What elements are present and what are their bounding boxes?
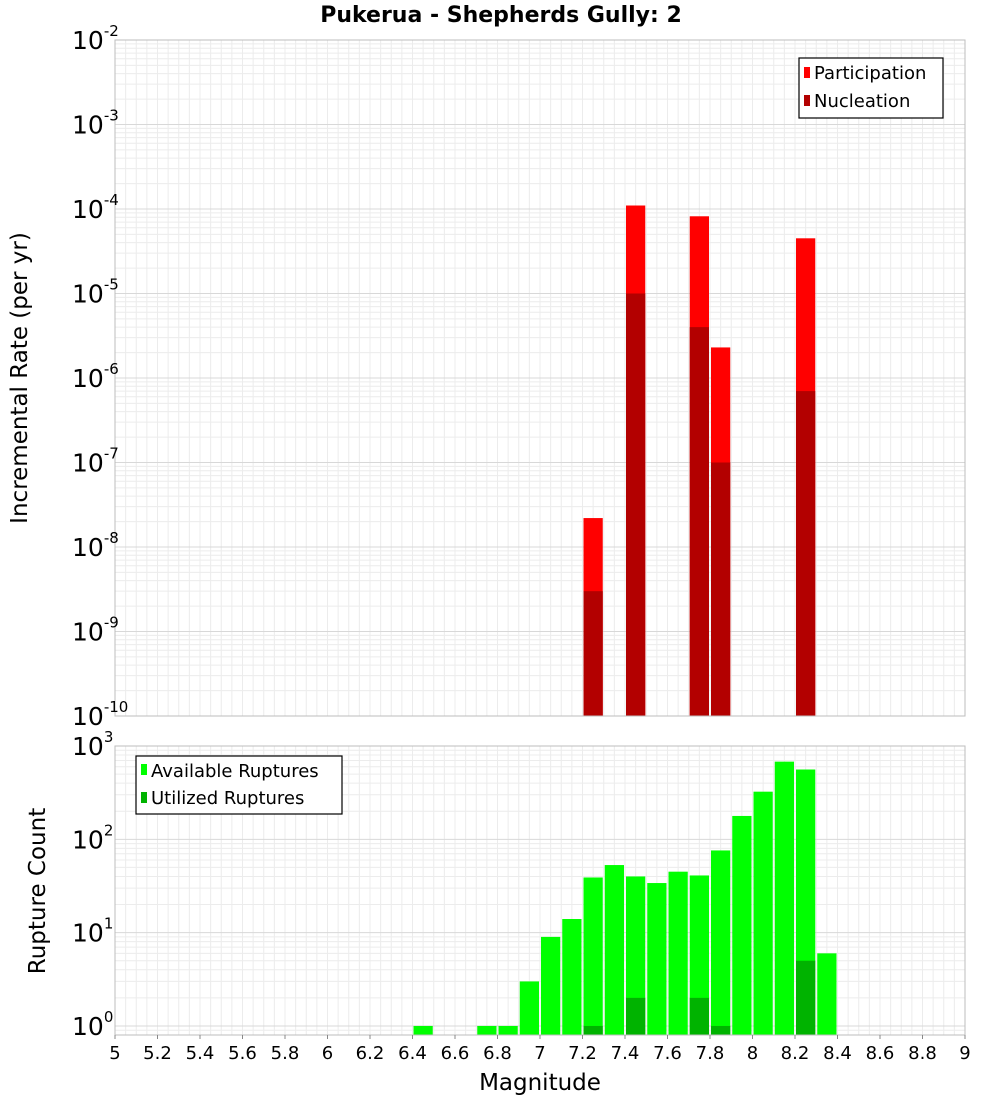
top-plot-border <box>114 39 966 717</box>
top-bar <box>689 327 709 716</box>
bottom-bar <box>519 981 539 1035</box>
x-tick-label: 7.2 <box>568 1043 597 1064</box>
x-axis-ticks: 5 5.2 5.4 5.6 5.8 6 6.2 6.4 6.6 6.8 7 7.2 7.4 7.6 7.8 8… <box>109 1035 971 1064</box>
x-tick-label: 6.4 <box>398 1043 427 1064</box>
x-tick-label: 5.2 <box>143 1043 172 1064</box>
bottom-y-tick-label: 101 <box>72 915 113 948</box>
bottom-bar <box>689 997 709 1035</box>
bottom-bar <box>711 1025 731 1035</box>
legend-bottom: Available Ruptures Utilized Ruptures <box>135 755 343 815</box>
bottom-bar <box>562 919 582 1035</box>
bottom-bar <box>583 1025 603 1035</box>
top-y-tick-label: 10-8 <box>72 529 119 562</box>
legend-top-box <box>798 57 944 119</box>
x-tick-label: 6 <box>322 1043 333 1064</box>
bottom-bar <box>626 997 646 1035</box>
top-y-tick-label: 10-2 <box>72 22 119 55</box>
bottom-bar <box>626 876 646 1035</box>
x-tick-label: 7.6 <box>653 1043 682 1064</box>
bottom-series-utilized-ruptures <box>583 960 816 1035</box>
bottom-bar <box>498 1025 518 1035</box>
top-y-tick-label: 10-4 <box>72 191 119 224</box>
bottom-bar <box>604 865 624 1035</box>
legend-participation-label: Participation <box>814 63 926 84</box>
x-tick-label: 6.8 <box>483 1043 512 1064</box>
x-tick-label: 5.6 <box>228 1043 257 1064</box>
x-tick-label: 5.4 <box>186 1043 215 1064</box>
bottom-bar <box>796 960 816 1035</box>
legend-utilized-label: Utilized Ruptures <box>151 788 304 809</box>
bottom-bar <box>711 850 731 1035</box>
x-tick-label: 6.6 <box>441 1043 470 1064</box>
x-tick-label: 8.4 <box>823 1043 852 1064</box>
x-tick-label: 5.8 <box>271 1043 300 1064</box>
top-y-tick-label: 10-5 <box>72 276 119 309</box>
chart-title: Pukerua - Shepherds Gully: 2 <box>320 3 682 28</box>
bottom-y-tick-label: 102 <box>72 821 113 854</box>
x-axis-label: Magnitude <box>479 1070 601 1096</box>
x-tick-label: 7 <box>534 1043 545 1064</box>
bottom-y-tick-label: 100 <box>72 1008 113 1041</box>
bottom-bar <box>689 875 709 1035</box>
x-tick-label: 8.2 <box>781 1043 810 1064</box>
x-tick-label: 8 <box>747 1043 758 1064</box>
bottom-bar <box>817 953 837 1035</box>
bottom-bar <box>647 883 667 1035</box>
legend-utilized-swatch <box>141 792 147 803</box>
top-bar <box>711 462 731 716</box>
top-series-nucleation <box>583 293 816 716</box>
top-bar <box>796 391 816 716</box>
top-y-tick-label: 10-9 <box>72 614 119 647</box>
legend-participation-swatch <box>804 67 810 78</box>
legend-available-label: Available Ruptures <box>151 761 319 782</box>
x-tick-label: 8.6 <box>866 1043 895 1064</box>
bottom-bar <box>583 877 603 1035</box>
x-tick-label: 7.4 <box>611 1043 640 1064</box>
bottom-y-axis-label: Rupture Count <box>25 808 51 974</box>
legend-top: Participation Nucleation <box>798 57 944 119</box>
top-y-tick-label: 10-10 <box>72 698 128 731</box>
x-tick-label: 5 <box>109 1043 120 1064</box>
top-bar <box>626 293 646 716</box>
top-y-axis-label: Incremental Rate (per yr) <box>7 232 33 524</box>
legend-available-swatch <box>141 764 147 775</box>
top-grid <box>114 39 966 717</box>
legend-nucleation-swatch <box>804 95 810 106</box>
bottom-bar <box>774 761 794 1035</box>
top-bar <box>583 591 603 716</box>
bottom-bar <box>541 936 561 1035</box>
top-y-tick-label: 10-3 <box>72 107 119 140</box>
top-y-ticks: 10-2 10-3 10-4 10-5 10-6 10-7 10-8 10-9 10-10 <box>72 22 128 731</box>
top-y-tick-label: 10-7 <box>72 445 119 478</box>
x-tick-label: 6.2 <box>356 1043 385 1064</box>
x-tick-label: 7.8 <box>696 1043 725 1064</box>
bottom-bar <box>668 871 688 1035</box>
bottom-bar <box>413 1025 433 1035</box>
bottom-y-tick-label: 103 <box>72 728 113 761</box>
x-tick-label: 9 <box>959 1043 970 1064</box>
x-tick-label: 8.8 <box>908 1043 937 1064</box>
legend-nucleation-label: Nucleation <box>814 91 910 112</box>
legend-bottom-box <box>135 755 343 815</box>
bottom-bar <box>732 815 752 1035</box>
top-panel: 10-2 10-3 10-4 10-5 10-6 10-7 10-8 10-9 10-10 <box>72 22 966 731</box>
bottom-y-ticks: 103 102 101 100 <box>72 728 113 1041</box>
bottom-panel: 103 102 101 100 <box>72 728 966 1041</box>
top-y-tick-label: 10-6 <box>72 360 119 393</box>
bottom-bar <box>753 791 773 1035</box>
bottom-bar <box>477 1025 497 1035</box>
